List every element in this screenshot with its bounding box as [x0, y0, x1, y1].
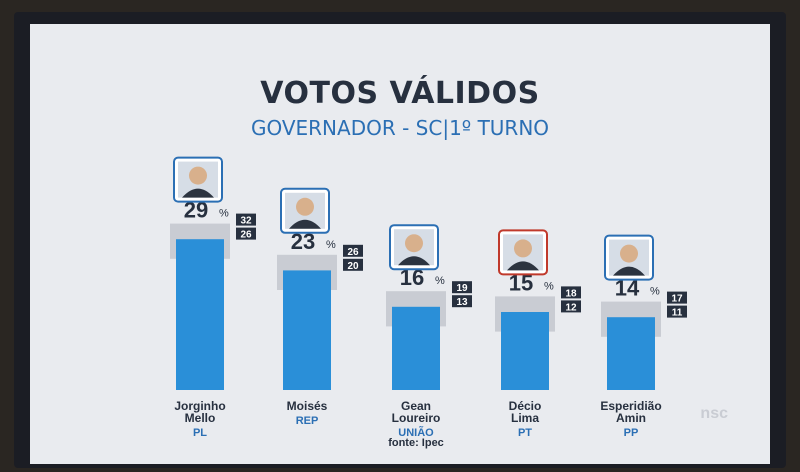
- percent-sign: %: [650, 286, 660, 298]
- candidate-name: Amin: [616, 411, 646, 425]
- range-badge: [343, 244, 363, 257]
- tv-screen: VOTOS VÁLIDOS GOVERNADOR - SC|1º TURNO 2…: [30, 24, 770, 464]
- candidate-name: Mello: [185, 411, 216, 425]
- candidate-name: Moisés: [287, 399, 328, 413]
- bar: [607, 317, 655, 390]
- range-badge-label: 26: [240, 230, 252, 241]
- range-badge: [667, 291, 687, 304]
- candidate-name: Décio: [509, 399, 542, 413]
- percent-sign: %: [435, 275, 445, 287]
- range-badge-label: 13: [456, 297, 468, 308]
- range-badge: [236, 213, 256, 226]
- candidate-name: Loureiro: [392, 411, 441, 425]
- range-badge-label: 19: [456, 283, 468, 294]
- bar: [283, 270, 331, 390]
- range-badge-label: 32: [240, 216, 252, 227]
- photo-shoulders: [289, 219, 321, 229]
- range-badge: [667, 305, 687, 318]
- source-note: fonte: Ipec: [388, 437, 444, 449]
- party-label: PT: [518, 427, 532, 439]
- party-label: PL: [193, 427, 207, 439]
- photo-head: [189, 166, 207, 185]
- range-badge-label: 17: [671, 294, 683, 305]
- photo-head: [620, 244, 638, 263]
- candidate-name: Esperidião: [600, 399, 661, 413]
- range-badge-label: 20: [347, 261, 359, 272]
- chart-title: VOTOS VÁLIDOS: [260, 76, 540, 111]
- chart-subtitle: GOVERNADOR - SC|1º TURNO: [250, 116, 550, 140]
- range-badge: [236, 227, 256, 240]
- percent-sign: %: [326, 239, 336, 251]
- party-label: PP: [624, 427, 639, 439]
- photo-shoulders: [613, 266, 645, 276]
- range-badge: [343, 258, 363, 271]
- photo-head: [514, 239, 532, 258]
- candidate-name: Lima: [511, 411, 539, 425]
- bar: [176, 239, 224, 390]
- bar: [392, 306, 440, 390]
- photo-shoulders: [398, 256, 430, 266]
- candidate-name: Jorginho: [174, 399, 225, 413]
- range-badge: [452, 295, 472, 308]
- range-badge: [561, 286, 581, 299]
- photo-head: [296, 197, 314, 216]
- range-badge: [561, 300, 581, 313]
- party-label: UNIÃO: [398, 426, 434, 439]
- range-badge-label: 12: [565, 302, 577, 313]
- percent-sign: %: [544, 280, 554, 292]
- range-badge: [452, 281, 472, 294]
- range-badge-label: 26: [347, 247, 359, 258]
- photo-shoulders: [182, 188, 214, 198]
- party-label: REP: [296, 415, 319, 427]
- range-badge-label: 18: [565, 288, 577, 299]
- bar: [501, 312, 549, 390]
- photo-shoulders: [507, 261, 539, 271]
- photo-head: [405, 234, 423, 253]
- percent-sign: %: [219, 208, 229, 220]
- candidate-name: Gean: [401, 399, 431, 413]
- broadcaster-logo: nsc: [700, 405, 728, 422]
- range-badge-label: 11: [672, 308, 683, 319]
